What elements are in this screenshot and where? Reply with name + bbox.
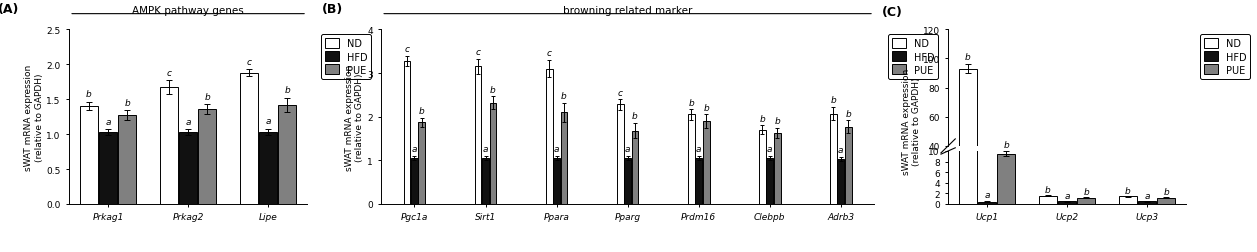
Text: b: b <box>85 90 92 99</box>
Text: a: a <box>483 145 488 154</box>
Bar <box>759 130 766 204</box>
Title: AMPK pathway genes: AMPK pathway genes <box>132 6 244 16</box>
Text: (C): (C) <box>881 6 903 19</box>
Bar <box>959 69 977 204</box>
Bar <box>1158 198 1175 204</box>
Text: b: b <box>759 114 766 123</box>
Text: b: b <box>1164 187 1169 196</box>
Bar <box>688 115 695 204</box>
Y-axis label: sWAT mRNA expression
(relative to GAPDH): sWAT mRNA expression (relative to GAPDH) <box>344 64 365 170</box>
Legend: ND, HFD, PUE: ND, HFD, PUE <box>322 35 371 79</box>
Text: b: b <box>965 53 970 62</box>
Text: c: c <box>246 57 251 67</box>
Bar <box>845 127 851 204</box>
Bar <box>1040 202 1057 204</box>
Text: b: b <box>561 92 567 101</box>
Bar <box>997 154 1016 204</box>
Text: c: c <box>405 45 410 54</box>
Bar <box>978 202 996 204</box>
Text: a: a <box>185 117 191 126</box>
Text: b: b <box>1045 185 1051 194</box>
Text: sWAT mRNA expression
(relative to GAPDH): sWAT mRNA expression (relative to GAPDH) <box>901 68 921 174</box>
Bar <box>160 88 177 204</box>
Text: a: a <box>106 117 111 126</box>
Text: c: c <box>547 49 552 58</box>
Bar <box>403 61 411 204</box>
Text: a: a <box>1144 191 1150 200</box>
Text: b: b <box>632 112 637 121</box>
Bar <box>997 191 1016 204</box>
Bar <box>419 123 425 204</box>
Bar <box>561 113 567 204</box>
Bar <box>959 0 977 204</box>
Text: b: b <box>490 85 495 94</box>
Bar <box>489 103 497 204</box>
Bar <box>411 159 417 204</box>
Text: b: b <box>845 109 851 118</box>
Text: b: b <box>419 107 425 116</box>
Bar <box>631 131 639 204</box>
Bar <box>830 114 837 204</box>
Bar <box>1138 202 1156 204</box>
Text: b: b <box>703 103 709 112</box>
Text: a: a <box>554 145 559 154</box>
Y-axis label: sWAT mRNA expression
(relative to GAPDH): sWAT mRNA expression (relative to GAPDH) <box>24 64 44 170</box>
Legend: ND, HFD, PUE: ND, HFD, PUE <box>1200 35 1251 79</box>
Text: c: c <box>475 48 480 57</box>
Title: browning related marker: browning related marker <box>563 6 693 16</box>
Bar <box>1058 202 1076 204</box>
Bar <box>617 105 623 204</box>
Bar <box>99 133 117 204</box>
Bar <box>118 116 136 204</box>
Text: c: c <box>617 88 622 97</box>
Bar <box>1119 202 1136 204</box>
Bar <box>1077 198 1095 204</box>
Text: c: c <box>166 69 171 78</box>
Bar <box>475 67 481 204</box>
Bar <box>199 110 216 204</box>
Text: (B): (B) <box>322 3 343 16</box>
Text: b: b <box>284 86 290 95</box>
Bar <box>837 159 845 204</box>
Text: a: a <box>767 145 772 154</box>
Bar <box>1040 196 1057 204</box>
Bar <box>483 159 489 204</box>
Bar <box>1077 203 1095 204</box>
Bar <box>1119 197 1136 204</box>
Bar <box>259 133 277 204</box>
Bar <box>695 159 703 204</box>
Text: b: b <box>124 99 131 107</box>
Bar <box>703 121 709 204</box>
Text: a: a <box>265 117 270 125</box>
Bar <box>767 159 773 204</box>
Bar <box>774 134 781 204</box>
Text: a: a <box>412 145 417 154</box>
Bar <box>553 159 559 204</box>
Bar <box>625 159 631 204</box>
Text: b: b <box>205 92 210 101</box>
Text: a: a <box>696 145 701 154</box>
Bar <box>546 69 553 204</box>
Bar <box>180 133 197 204</box>
Bar <box>278 105 297 204</box>
Text: b: b <box>689 98 694 107</box>
Text: a: a <box>838 146 843 154</box>
Bar <box>240 73 258 204</box>
Text: b: b <box>831 96 836 105</box>
Text: b: b <box>774 117 781 126</box>
Text: b: b <box>1125 186 1131 195</box>
Bar <box>80 107 98 204</box>
Text: (A): (A) <box>0 3 19 16</box>
Text: a: a <box>1065 191 1070 200</box>
Text: b: b <box>1003 141 1009 150</box>
Text: b: b <box>1084 187 1089 196</box>
Text: a: a <box>984 191 989 200</box>
Bar <box>1158 203 1175 204</box>
Legend: ND, HFD, PUE: ND, HFD, PUE <box>889 35 938 79</box>
Text: a: a <box>625 145 630 154</box>
